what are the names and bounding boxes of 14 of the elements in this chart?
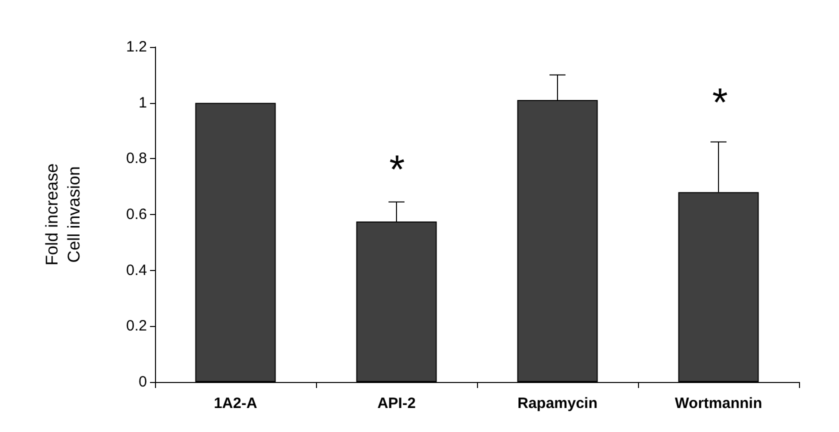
y-tick-label: 0.6 bbox=[126, 206, 147, 223]
y-tick-label: 1 bbox=[138, 94, 147, 112]
y-tick-label: 0 bbox=[138, 374, 147, 390]
y-tick-label: 1.2 bbox=[126, 38, 147, 56]
annotation: * bbox=[712, 81, 728, 125]
x-tick-label: Wortmannin bbox=[674, 395, 762, 412]
annotation: * bbox=[389, 148, 405, 192]
y-tick-label: 0.8 bbox=[126, 150, 147, 168]
y-tick-label: 0.2 bbox=[126, 318, 147, 335]
x-tick-label: 1A2-A bbox=[214, 395, 258, 412]
y-axis-title: Fold increase Cell invasion bbox=[42, 163, 84, 266]
y-tick-label: 0.4 bbox=[126, 262, 147, 279]
x-tick-label: API-2 bbox=[377, 395, 416, 412]
x-tick-label: Rapamycin bbox=[517, 395, 598, 412]
